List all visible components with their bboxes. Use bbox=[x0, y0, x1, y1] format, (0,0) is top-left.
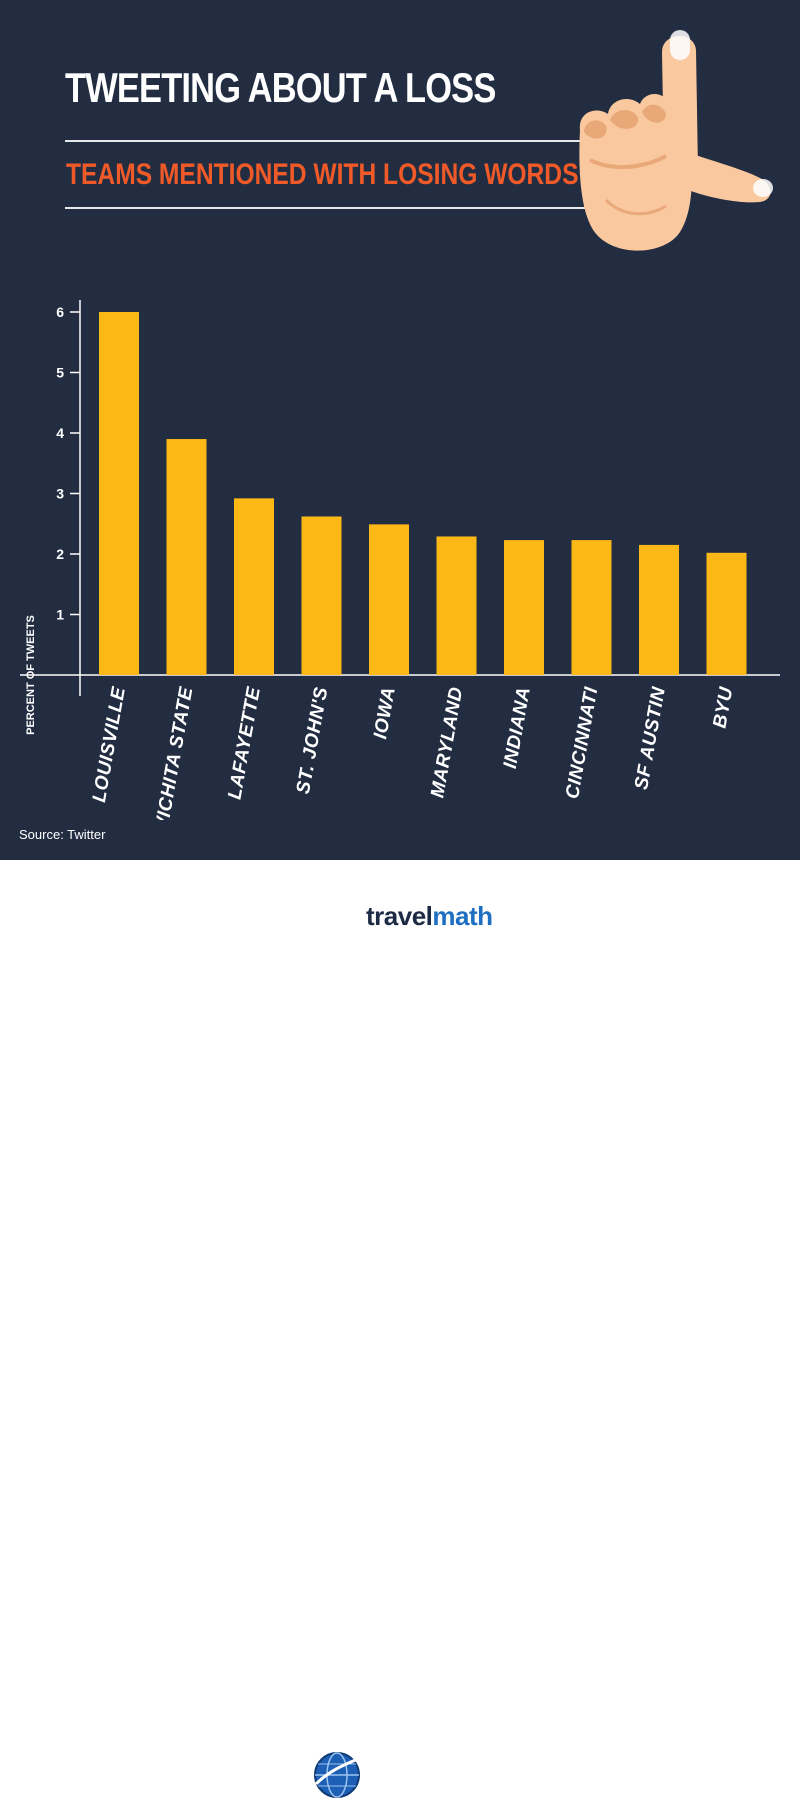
x-tick-label: CINCINNATI bbox=[562, 685, 602, 801]
brand-part-2: math bbox=[432, 901, 493, 931]
bar bbox=[504, 540, 544, 675]
y-axis-label: PERCENT OF TWEETS bbox=[25, 615, 37, 735]
x-tick-label: MARYLAND bbox=[427, 685, 467, 799]
bar bbox=[436, 536, 477, 675]
bar bbox=[99, 312, 139, 675]
x-tick-label: INDIANA bbox=[500, 685, 535, 770]
chart-title: TWEETING ABOUT A LOSS bbox=[65, 64, 496, 111]
title-divider-top bbox=[65, 140, 585, 142]
infographic-panel: TWEETING ABOUT A LOSS TEAMS MENTIONED WI… bbox=[0, 0, 800, 860]
bar bbox=[166, 439, 207, 675]
brand-part-1: travel bbox=[366, 901, 433, 931]
x-tick-label: SF AUSTIN bbox=[631, 684, 670, 791]
bar bbox=[639, 544, 679, 675]
y-tick-label: 5 bbox=[56, 365, 64, 381]
x-tick-label: BYU bbox=[710, 684, 738, 729]
x-tick-label: LOUISVILLE bbox=[89, 684, 130, 804]
brand-logo-text: travelmath bbox=[366, 901, 493, 932]
x-tick-label: WICHITA STATE bbox=[151, 684, 198, 820]
globe-logo-icon bbox=[314, 1752, 361, 1798]
bar bbox=[706, 552, 747, 675]
y-tick-label: 1 bbox=[56, 607, 64, 623]
bar bbox=[234, 498, 274, 675]
bar bbox=[571, 540, 612, 675]
x-tick-label: IOWA bbox=[370, 685, 400, 741]
y-tick-label: 3 bbox=[56, 486, 64, 502]
y-tick-label: 2 bbox=[56, 546, 64, 562]
y-tick-label: 4 bbox=[56, 425, 64, 441]
x-tick-label: ST. JOHN'S bbox=[293, 685, 333, 795]
bar bbox=[369, 524, 409, 675]
bar-chart: 1 2 3 4 5 6 LOUISVILLE WICHITA STATE LAFAYETTE S… bbox=[20, 300, 780, 820]
footer: travelmath bbox=[0, 860, 800, 1798]
chart-subtitle: TEAMS MENTIONED WITH LOSING WORDS bbox=[66, 158, 579, 191]
loser-hand-icon bbox=[579, 30, 773, 251]
title-divider-bottom bbox=[65, 207, 585, 209]
bar bbox=[301, 516, 342, 675]
x-tick-label: LAFAYETTE bbox=[224, 684, 265, 801]
y-tick-label: 6 bbox=[56, 304, 64, 320]
source-note: Source: Twitter bbox=[19, 827, 106, 842]
